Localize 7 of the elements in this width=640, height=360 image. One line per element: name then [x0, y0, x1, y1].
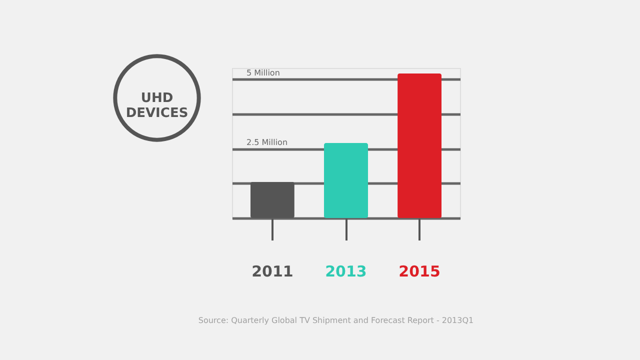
x-tick-label: 2011 [252, 262, 294, 280]
source-note: Source: Quarterly Global TV Shipment and Forecast Report - 2013Q1 [198, 316, 474, 325]
text: UHD DEVICES [126, 91, 188, 121]
y-tick-label: 5 Million [246, 68, 280, 78]
x-tick-label: 2015 [398, 262, 440, 280]
x-tick-label: 2013 [325, 262, 367, 280]
y-tick-label: 2.5 Million [246, 138, 288, 148]
